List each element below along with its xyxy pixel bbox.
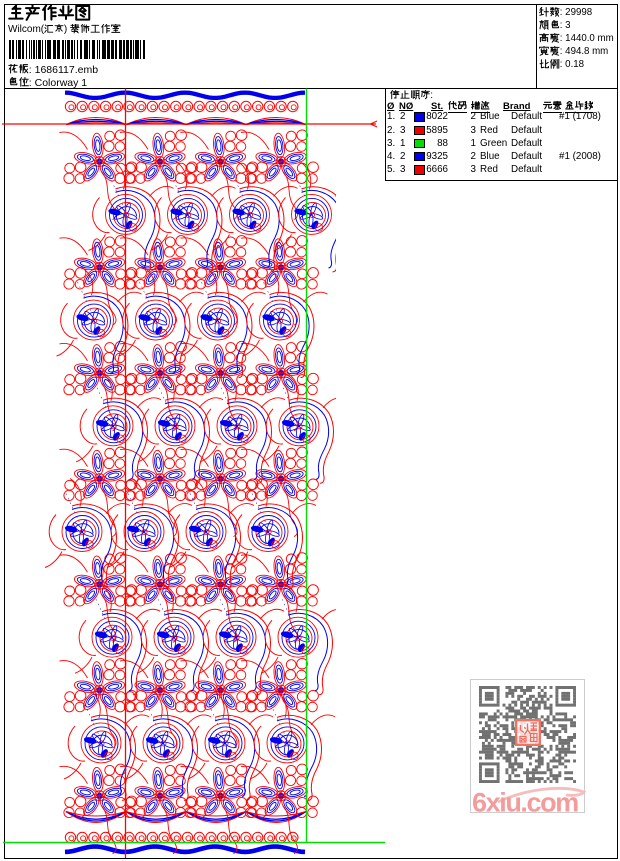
svg-text:6xiu.com: 6xiu.com <box>472 788 578 817</box>
